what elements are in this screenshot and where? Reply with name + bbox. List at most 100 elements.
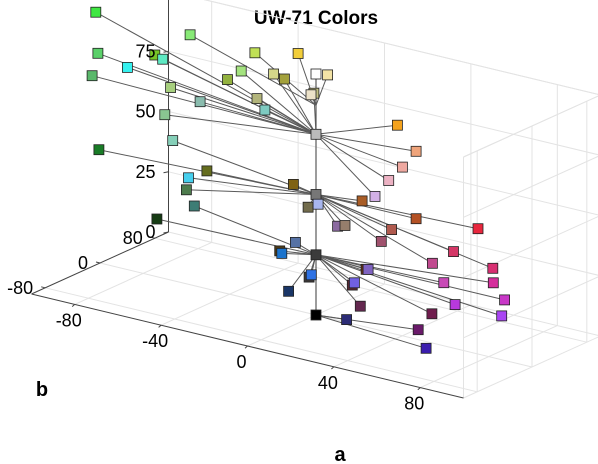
color-marker	[420, 342, 432, 354]
color-marker	[412, 324, 424, 336]
center-line	[315, 194, 382, 242]
x-axis-label: a	[334, 444, 346, 464]
x-tick-mark	[244, 345, 248, 349]
color-marker	[362, 263, 374, 275]
color-marker	[302, 201, 314, 213]
color-marker	[396, 161, 408, 173]
color-marker	[235, 65, 247, 77]
z-tick-label: 0	[145, 222, 155, 242]
color-marker	[426, 308, 438, 320]
center-line	[288, 254, 317, 292]
color-marker	[289, 236, 301, 248]
center-line	[315, 254, 494, 284]
color-marker	[339, 220, 351, 231]
chart-title: UW-71 Colors	[254, 8, 378, 29]
x-tick-mark	[71, 304, 76, 307]
color-marker	[354, 300, 366, 312]
color-marker	[287, 178, 299, 190]
color-marker	[310, 68, 322, 80]
color-marker	[310, 128, 322, 140]
center-line	[315, 314, 419, 331]
center-line	[315, 254, 361, 307]
y-tick-label: -80	[7, 278, 33, 298]
top-edge	[463, 95, 598, 158]
back-wall-grid-l	[203, 0, 598, 95]
color-marker	[251, 93, 263, 104]
color-marker	[305, 269, 317, 281]
color-marker	[159, 109, 171, 121]
center-line	[315, 133, 403, 168]
x-tick-mark	[417, 387, 421, 391]
color-marker	[222, 74, 233, 85]
color-marker	[410, 145, 422, 157]
color-marker	[375, 235, 387, 247]
color-marker	[93, 144, 105, 156]
center-line	[315, 254, 433, 315]
center-line	[315, 133, 376, 197]
color-marker	[383, 175, 395, 186]
color-marker	[310, 249, 322, 261]
y-tick-label: 0	[78, 253, 88, 273]
y-tick-label: 80	[123, 228, 143, 248]
z-tick-mark	[163, 171, 169, 174]
floor-grid-b	[154, 237, 587, 343]
color-marker	[341, 314, 353, 326]
color-marker	[496, 310, 508, 322]
center-line	[315, 194, 479, 230]
center-line	[97, 52, 317, 135]
y-tick-mark	[41, 286, 46, 289]
center-line	[206, 170, 317, 195]
back-wall-grid-l	[168, 171, 598, 276]
center-line	[283, 78, 317, 135]
color-marker	[322, 69, 334, 81]
center-line	[315, 254, 353, 286]
color-marker	[487, 277, 499, 289]
color-marker	[276, 247, 288, 259]
center-line	[315, 194, 493, 269]
color-marker	[369, 190, 381, 202]
center-line	[227, 79, 317, 135]
z-tick-label: 75	[135, 41, 155, 61]
center-line	[315, 194, 433, 264]
center-line	[315, 124, 398, 135]
center-line	[264, 109, 317, 135]
color-marker	[310, 309, 322, 321]
center-line	[315, 194, 392, 231]
side-wall-grid-l	[463, 216, 598, 278]
color-marker	[90, 6, 102, 18]
z-tick-label: 100	[125, 0, 155, 1]
color-marker	[180, 184, 192, 196]
x-tick-label: 80	[404, 394, 424, 414]
color-marker	[283, 285, 295, 297]
color-marker	[356, 195, 368, 207]
center-line	[315, 194, 417, 220]
color-marker	[184, 29, 196, 41]
z-tick-mark	[163, 231, 169, 234]
center-line	[164, 114, 317, 135]
color-marker	[391, 119, 403, 131]
color-marker	[259, 104, 271, 116]
y-tick-mark	[150, 236, 155, 239]
y-axis-label: b	[36, 379, 48, 401]
color-marker	[292, 48, 304, 59]
x-tick-label: -40	[142, 331, 168, 351]
x-tick-mark	[158, 324, 162, 328]
floor-grid-b	[45, 287, 478, 393]
center-line	[315, 254, 367, 270]
x-tick-label: 40	[318, 373, 338, 393]
color-marker	[312, 198, 324, 210]
color-marker	[278, 73, 290, 85]
color-marker	[201, 165, 213, 177]
color-marker	[472, 223, 484, 235]
center-line	[95, 11, 317, 135]
center-line	[189, 34, 317, 106]
center-line	[315, 133, 417, 152]
side-wall-grid-l	[463, 336, 598, 399]
color-marker	[449, 299, 461, 311]
z-tick-mark	[163, 50, 169, 53]
color-marker	[410, 213, 422, 225]
color-marker	[310, 189, 322, 200]
axes	[31, 0, 464, 399]
